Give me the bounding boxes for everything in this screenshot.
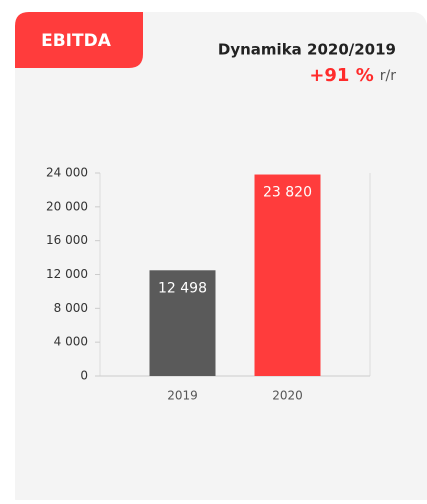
y-tick-label: 8 000 — [54, 301, 88, 315]
y-tick-label: 0 — [80, 369, 88, 383]
y-tick-label: 12 000 — [46, 267, 88, 281]
change: +91 % r/r — [309, 65, 396, 86]
y-tick-label: 16 000 — [46, 233, 88, 247]
y-tick-label: 24 000 — [46, 166, 88, 180]
chart-title: Dynamika 2020/2019 — [218, 41, 396, 59]
value-label: 23 820 — [263, 185, 312, 201]
card-bg — [15, 12, 427, 504]
change-unit: r/r — [380, 68, 396, 84]
badge: EBITDA — [41, 31, 112, 51]
bar — [254, 174, 321, 376]
change-value: +91 % — [309, 65, 373, 86]
y-tick-label: 20 000 — [46, 199, 88, 213]
value-label: 12 498 — [158, 280, 207, 296]
bar — [149, 270, 216, 376]
y-tick-label: 4 000 — [54, 335, 88, 349]
x-tick-label: 2019 — [167, 389, 198, 403]
x-tick-label: 2020 — [272, 389, 303, 403]
badge-bg — [15, 12, 143, 68]
